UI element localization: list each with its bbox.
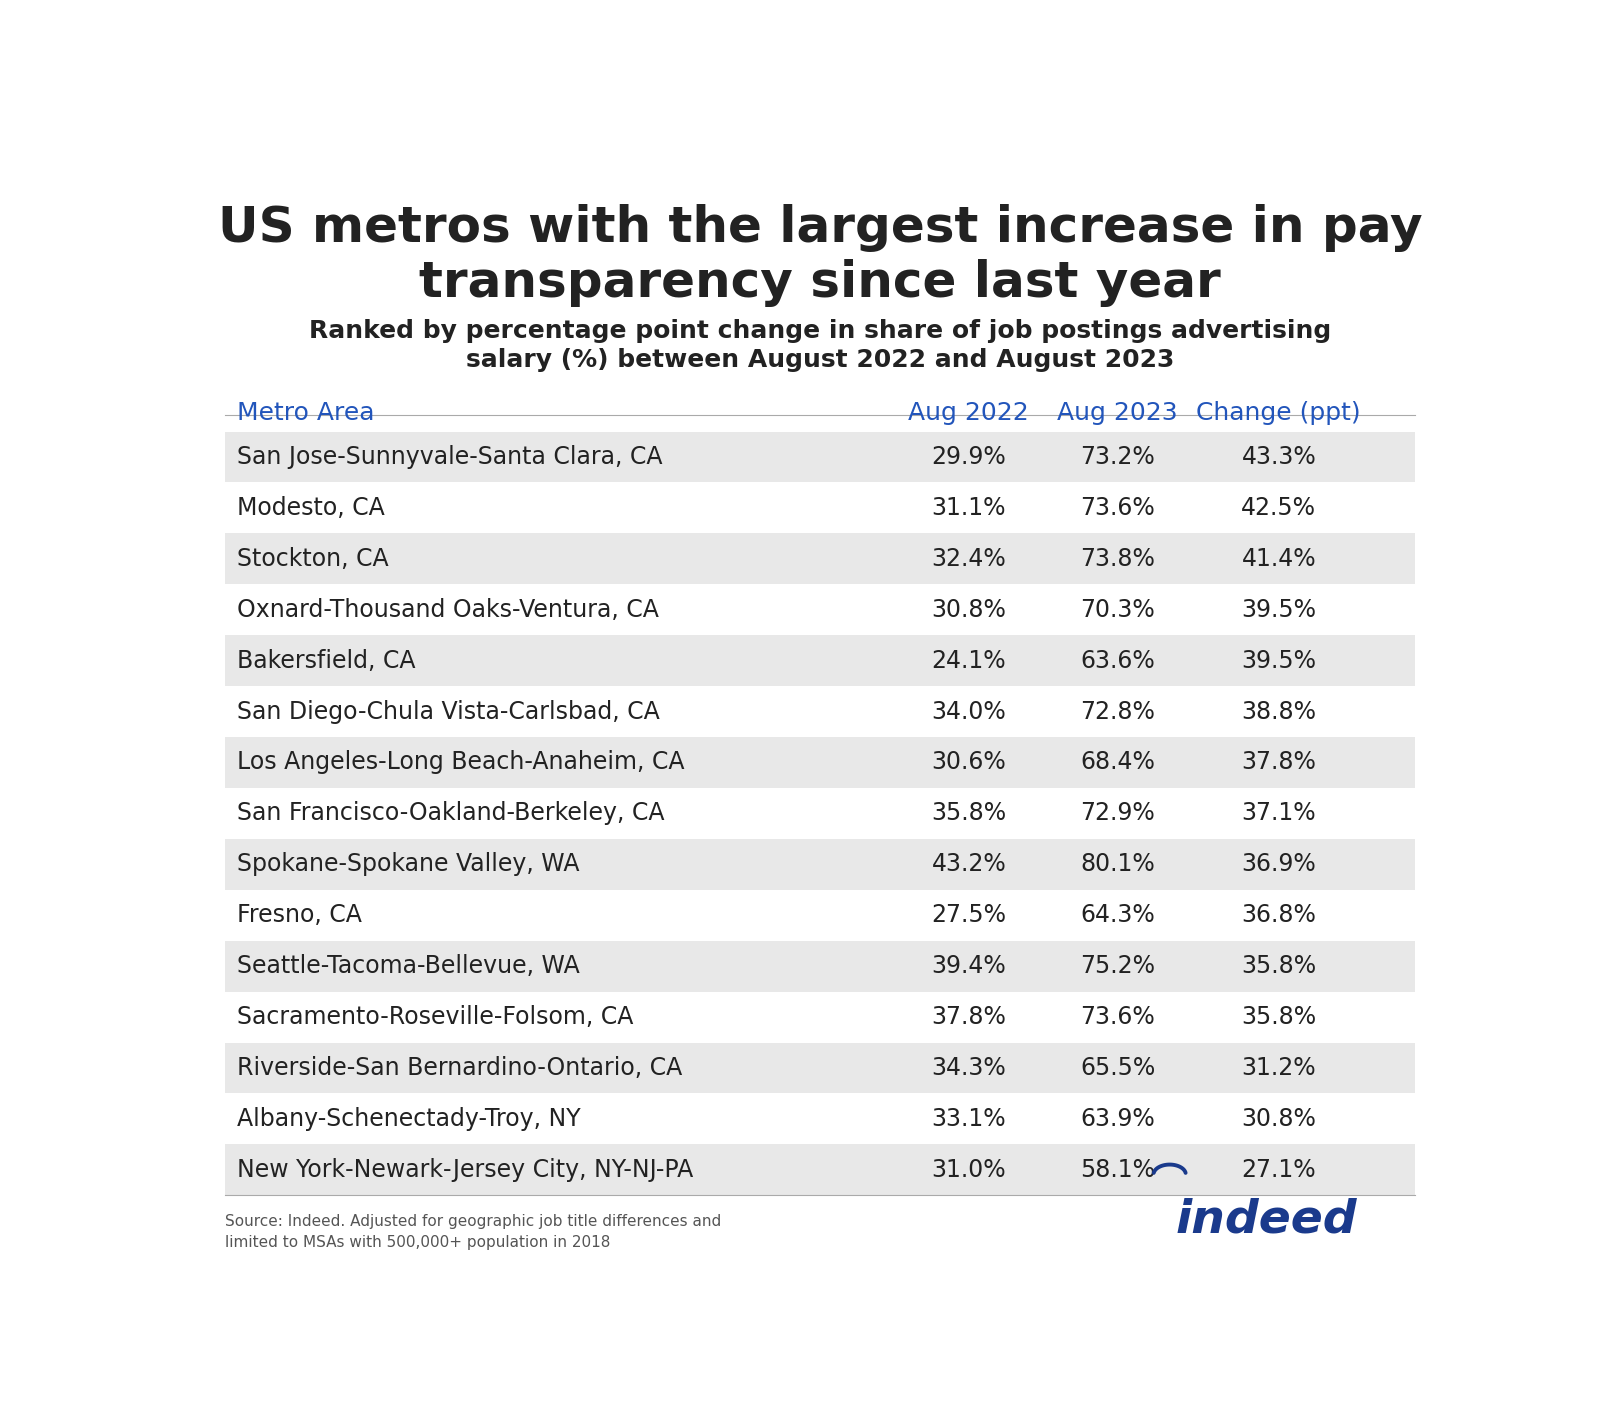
- Text: Sacramento-Roseville-Folsom, CA: Sacramento-Roseville-Folsom, CA: [237, 1005, 634, 1029]
- Text: 38.8%: 38.8%: [1242, 700, 1317, 723]
- Text: Aug 2022: Aug 2022: [909, 401, 1029, 425]
- Text: 39.5%: 39.5%: [1242, 649, 1317, 673]
- Text: San Francisco-Oakland-Berkeley, CA: San Francisco-Oakland-Berkeley, CA: [237, 801, 664, 825]
- Text: 39.5%: 39.5%: [1242, 598, 1317, 622]
- Text: Los Angeles-Long Beach-Anaheim, CA: Los Angeles-Long Beach-Anaheim, CA: [237, 750, 685, 774]
- Text: Metro Area: Metro Area: [237, 401, 374, 425]
- Text: Riverside-San Bernardino-Ontario, CA: Riverside-San Bernardino-Ontario, CA: [237, 1056, 683, 1080]
- Text: 35.8%: 35.8%: [1242, 955, 1317, 978]
- Text: 68.4%: 68.4%: [1080, 750, 1155, 774]
- Text: 65.5%: 65.5%: [1080, 1056, 1155, 1080]
- Text: 39.4%: 39.4%: [931, 955, 1006, 978]
- Text: 35.8%: 35.8%: [1242, 1005, 1317, 1029]
- Text: Change (ppt): Change (ppt): [1197, 401, 1362, 425]
- Text: 63.6%: 63.6%: [1080, 649, 1155, 673]
- Text: Source: Indeed. Adjusted for geographic job title differences and
limited to MSA: Source: Indeed. Adjusted for geographic …: [224, 1214, 722, 1249]
- Text: 35.8%: 35.8%: [931, 801, 1006, 825]
- Text: Albany-Schenectady-Troy, NY: Albany-Schenectady-Troy, NY: [237, 1107, 581, 1131]
- Bar: [224, 788, 1414, 838]
- Text: 27.1%: 27.1%: [1242, 1158, 1317, 1181]
- Text: 30.8%: 30.8%: [1242, 1107, 1317, 1131]
- Text: 32.4%: 32.4%: [931, 546, 1006, 571]
- Text: 73.6%: 73.6%: [1080, 495, 1155, 519]
- Text: Seattle-Tacoma-Bellevue, WA: Seattle-Tacoma-Bellevue, WA: [237, 955, 579, 978]
- Bar: [224, 431, 1414, 482]
- Text: 36.9%: 36.9%: [1242, 852, 1317, 877]
- Text: Fresno, CA: Fresno, CA: [237, 904, 362, 928]
- Text: 73.8%: 73.8%: [1080, 546, 1155, 571]
- Text: 73.2%: 73.2%: [1080, 445, 1155, 470]
- Text: 63.9%: 63.9%: [1080, 1107, 1155, 1131]
- Text: 36.8%: 36.8%: [1242, 904, 1317, 928]
- Text: 29.9%: 29.9%: [931, 445, 1006, 470]
- Bar: [224, 737, 1414, 788]
- Text: Modesto, CA: Modesto, CA: [237, 495, 386, 519]
- Bar: [224, 585, 1414, 635]
- Text: Bakersfield, CA: Bakersfield, CA: [237, 649, 416, 673]
- Text: 70.3%: 70.3%: [1080, 598, 1155, 622]
- Bar: [224, 1093, 1414, 1144]
- Text: 24.1%: 24.1%: [931, 649, 1006, 673]
- Bar: [224, 686, 1414, 737]
- Text: San Jose-Sunnyvale-Santa Clara, CA: San Jose-Sunnyvale-Santa Clara, CA: [237, 445, 662, 470]
- Bar: [224, 635, 1414, 686]
- Text: 31.0%: 31.0%: [931, 1158, 1006, 1181]
- Bar: [224, 1043, 1414, 1093]
- Bar: [224, 992, 1414, 1043]
- Text: 43.3%: 43.3%: [1242, 445, 1317, 470]
- Text: 37.8%: 37.8%: [1242, 750, 1317, 774]
- Text: 58.1%: 58.1%: [1080, 1158, 1155, 1181]
- Text: US metros with the largest increase in pay
transparency since last year: US metros with the largest increase in p…: [218, 203, 1422, 307]
- Text: 33.1%: 33.1%: [931, 1107, 1006, 1131]
- Text: 30.8%: 30.8%: [931, 598, 1006, 622]
- Text: 42.5%: 42.5%: [1242, 495, 1317, 519]
- Text: 80.1%: 80.1%: [1080, 852, 1155, 877]
- Text: Stockton, CA: Stockton, CA: [237, 546, 389, 571]
- Bar: [224, 534, 1414, 585]
- Text: 37.8%: 37.8%: [931, 1005, 1006, 1029]
- Text: 72.9%: 72.9%: [1080, 801, 1155, 825]
- Bar: [224, 482, 1414, 534]
- Text: 27.5%: 27.5%: [931, 904, 1006, 928]
- Bar: [224, 838, 1414, 889]
- Text: 31.1%: 31.1%: [931, 495, 1006, 519]
- Text: Spokane-Spokane Valley, WA: Spokane-Spokane Valley, WA: [237, 852, 579, 877]
- Text: 72.8%: 72.8%: [1080, 700, 1155, 723]
- Text: New York-Newark-Jersey City, NY-NJ-PA: New York-Newark-Jersey City, NY-NJ-PA: [237, 1158, 693, 1181]
- Text: Ranked by percentage point change in share of job postings advertising
salary (%: Ranked by percentage point change in sha…: [309, 319, 1331, 373]
- Text: Oxnard-Thousand Oaks-Ventura, CA: Oxnard-Thousand Oaks-Ventura, CA: [237, 598, 659, 622]
- Bar: [224, 941, 1414, 992]
- Text: 34.0%: 34.0%: [931, 700, 1006, 723]
- Text: 64.3%: 64.3%: [1080, 904, 1155, 928]
- Text: San Diego-Chula Vista-Carlsbad, CA: San Diego-Chula Vista-Carlsbad, CA: [237, 700, 659, 723]
- Text: indeed: indeed: [1176, 1197, 1357, 1242]
- Text: 37.1%: 37.1%: [1242, 801, 1317, 825]
- Text: 34.3%: 34.3%: [931, 1056, 1006, 1080]
- Text: 73.6%: 73.6%: [1080, 1005, 1155, 1029]
- Text: 30.6%: 30.6%: [931, 750, 1006, 774]
- Text: 41.4%: 41.4%: [1242, 546, 1317, 571]
- Text: Aug 2023: Aug 2023: [1058, 401, 1178, 425]
- Text: 75.2%: 75.2%: [1080, 955, 1155, 978]
- Bar: [224, 1144, 1414, 1195]
- Text: 31.2%: 31.2%: [1242, 1056, 1317, 1080]
- Text: 43.2%: 43.2%: [931, 852, 1006, 877]
- Bar: [224, 889, 1414, 941]
